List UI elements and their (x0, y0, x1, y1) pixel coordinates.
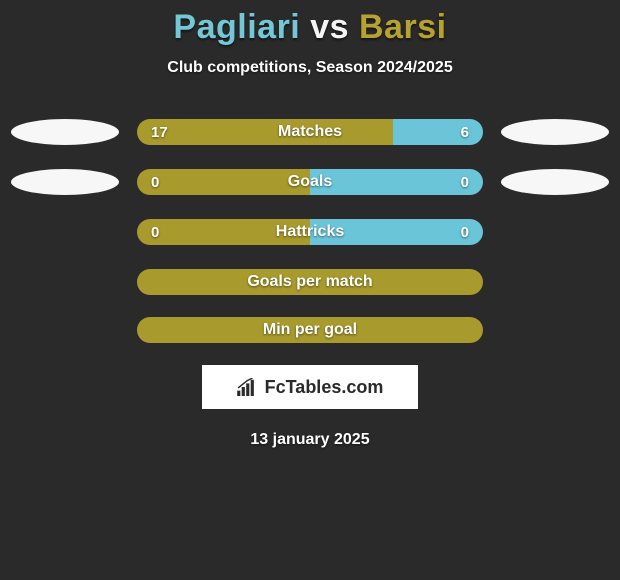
bar-right-segment: 6 (393, 119, 483, 145)
date-label: 13 january 2025 (0, 431, 620, 449)
player2-name: Barsi (359, 8, 447, 46)
single-stat-label: Goals per match (247, 273, 372, 291)
left-value: 0 (137, 174, 173, 191)
page-title: Pagliari vs Barsi (0, 8, 620, 47)
source-logo: FcTables.com (202, 365, 418, 409)
right-ellipse (501, 119, 609, 145)
bar-right-segment: 0 (310, 219, 483, 245)
left-value: 17 (137, 124, 182, 141)
chart-icon (237, 378, 259, 396)
bar-left-segment: 0 (137, 169, 310, 195)
left-ellipse (11, 119, 119, 145)
right-ellipse (501, 169, 609, 195)
stat-row: 00Hattricks (0, 219, 620, 245)
stat-bar: 00Goals (137, 169, 483, 195)
right-value: 0 (447, 224, 483, 241)
single-stat-label: Min per goal (263, 321, 357, 339)
left-ellipse (11, 169, 119, 195)
right-value: 0 (447, 174, 483, 191)
stat-bar: 00Hattricks (137, 219, 483, 245)
right-value: 6 (447, 124, 483, 141)
comparison-panel: Pagliari vs Barsi Club competitions, Sea… (0, 0, 620, 449)
bar-left-segment: 0 (137, 219, 310, 245)
left-value: 0 (137, 224, 173, 241)
subtitle: Club competitions, Season 2024/2025 (0, 59, 620, 77)
bar-right-segment: 0 (310, 169, 483, 195)
stat-row: 00Goals (0, 169, 620, 195)
logo-text: FcTables.com (265, 377, 384, 398)
stat-row: 176Matches (0, 119, 620, 145)
single-stat-bar: Min per goal (137, 317, 483, 343)
bar-left-segment: 17 (137, 119, 393, 145)
player1-name: Pagliari (173, 8, 300, 46)
single-stat-bar: Goals per match (137, 269, 483, 295)
vs-text: vs (310, 8, 349, 46)
stat-bar: 176Matches (137, 119, 483, 145)
